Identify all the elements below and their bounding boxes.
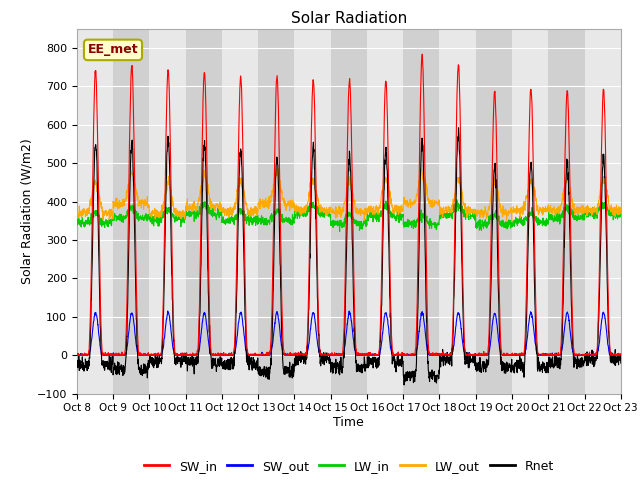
LW_in: [376, 211, 384, 216]
LW_out: [507, 205, 515, 211]
Bar: [186, 29, 222, 394]
LW_in: [453, 197, 461, 203]
SW_in: [73, 352, 81, 358]
Rnet: [584, 354, 592, 360]
Rnet: [73, 365, 81, 371]
Line: SW_out: SW_out: [77, 311, 621, 355]
Rnet: [400, 382, 408, 388]
Bar: [403, 29, 440, 394]
Title: Solar Radiation: Solar Radiation: [291, 11, 407, 26]
SW_out: [584, 352, 592, 358]
Rnet: [225, 360, 232, 365]
SW_in: [225, 351, 232, 357]
Bar: [331, 29, 367, 394]
LW_out: [365, 206, 372, 212]
Rnet: [617, 360, 625, 366]
X-axis label: Time: Time: [333, 416, 364, 429]
Rnet: [508, 369, 515, 375]
LW_out: [73, 206, 81, 212]
Rnet: [570, 344, 577, 350]
Line: Rnet: Rnet: [77, 128, 621, 385]
Rnet: [454, 125, 462, 131]
Bar: [258, 29, 294, 394]
LW_in: [73, 219, 81, 225]
LW_out: [225, 209, 232, 215]
LW_in: [225, 217, 232, 223]
LW_out: [617, 205, 625, 211]
LW_in: [508, 222, 515, 228]
Bar: [548, 29, 584, 394]
Line: LW_in: LW_in: [77, 200, 621, 231]
SW_in: [570, 337, 577, 343]
SW_in: [508, 352, 515, 358]
SW_in: [73, 352, 81, 358]
SW_out: [569, 348, 577, 354]
Line: SW_in: SW_in: [77, 54, 621, 355]
SW_out: [225, 352, 232, 358]
Legend: SW_in, SW_out, LW_in, LW_out, Rnet: SW_in, SW_out, LW_in, LW_out, Rnet: [139, 455, 559, 478]
SW_in: [617, 352, 625, 358]
LW_out: [584, 209, 592, 215]
Rnet: [365, 354, 372, 360]
LW_in: [365, 213, 372, 218]
Y-axis label: Solar Radiation (W/m2): Solar Radiation (W/m2): [21, 138, 34, 284]
SW_in: [365, 351, 372, 357]
SW_out: [73, 352, 81, 358]
LW_in: [570, 208, 577, 214]
LW_in: [336, 228, 344, 234]
LW_out: [376, 200, 384, 205]
LW_out: [273, 166, 281, 172]
Bar: [476, 29, 512, 394]
LW_out: [508, 219, 516, 225]
Bar: [113, 29, 149, 394]
SW_out: [507, 352, 515, 358]
SW_in: [419, 51, 426, 57]
SW_out: [617, 352, 625, 358]
LW_in: [584, 212, 592, 218]
SW_out: [365, 351, 372, 357]
LW_out: [570, 203, 577, 208]
LW_in: [617, 214, 625, 220]
Text: EE_met: EE_met: [88, 43, 138, 56]
Rnet: [376, 338, 384, 344]
SW_in: [376, 321, 384, 327]
SW_in: [584, 351, 592, 357]
SW_out: [164, 308, 172, 314]
SW_out: [376, 346, 384, 352]
Line: LW_out: LW_out: [77, 169, 621, 222]
